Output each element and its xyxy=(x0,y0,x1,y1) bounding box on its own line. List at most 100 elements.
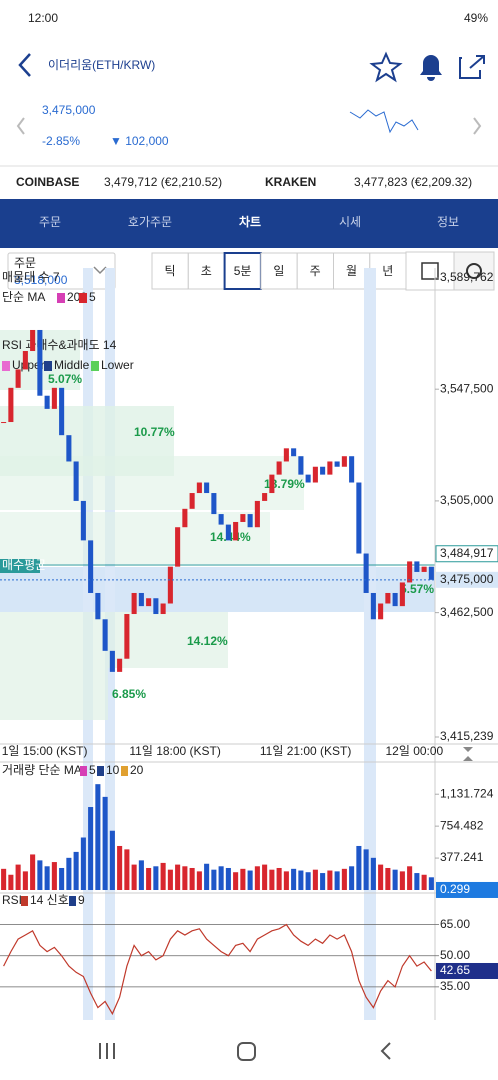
candle xyxy=(44,395,50,409)
interval-button[interactable] xyxy=(296,252,335,290)
volume-bar xyxy=(428,877,434,890)
volume-bar xyxy=(247,870,253,890)
volume-bar xyxy=(146,867,152,890)
interval-button[interactable] xyxy=(223,252,262,290)
value-box xyxy=(436,962,498,979)
legend-item: Lower xyxy=(101,358,134,372)
candle xyxy=(218,514,224,525)
volume-bar xyxy=(95,784,101,890)
volume-bar xyxy=(131,864,137,890)
volume-bar xyxy=(160,862,166,890)
value-label: 3,475,000 xyxy=(440,572,494,586)
candle xyxy=(146,598,152,607)
candle xyxy=(370,592,376,620)
candle xyxy=(363,553,369,593)
volume-bar xyxy=(421,874,427,890)
y-tick-label: 3,547,500 xyxy=(440,381,494,395)
rsi-title: RSI xyxy=(2,893,22,907)
legend-item: 14 신호 xyxy=(30,893,69,907)
interval-button[interactable] xyxy=(260,252,298,290)
candle xyxy=(15,369,21,388)
change-abs: ▼ 102,000 xyxy=(110,134,169,148)
candle xyxy=(117,658,123,672)
interval-label: 초 xyxy=(201,264,212,278)
value-box xyxy=(435,545,498,563)
candle xyxy=(378,603,384,620)
share-button[interactable] xyxy=(459,55,485,79)
value-box xyxy=(436,881,498,898)
tab-bar xyxy=(0,199,498,248)
status-time: 12:00 xyxy=(28,11,58,25)
volume-bar xyxy=(225,867,231,890)
volume-bar xyxy=(363,849,369,890)
indicator-label: RSI 과매수&과매도 14 xyxy=(2,338,117,352)
interval-label: 틱 xyxy=(164,264,175,278)
volume-bar xyxy=(66,857,72,890)
current-price: 3,475,000 xyxy=(42,103,96,117)
volume-bar xyxy=(44,866,50,890)
interval-button[interactable] xyxy=(151,252,189,290)
candle xyxy=(349,456,355,483)
candle xyxy=(414,561,420,572)
volume-bar xyxy=(312,869,318,890)
volume-bar xyxy=(80,837,86,890)
volume-bar xyxy=(407,866,413,890)
volume-bar xyxy=(124,849,130,890)
tab[interactable]: 정보 xyxy=(437,215,459,229)
settings-button[interactable] xyxy=(453,251,495,291)
candle xyxy=(88,540,94,593)
legend-item: 5 xyxy=(89,763,96,777)
volume-bar xyxy=(59,867,65,890)
candle xyxy=(131,592,137,615)
tab[interactable]: 차트 xyxy=(239,214,261,229)
alert-button[interactable] xyxy=(420,55,442,81)
background xyxy=(0,268,498,1020)
tab[interactable]: 시세 xyxy=(339,215,361,229)
volume-bar xyxy=(30,854,36,890)
candle xyxy=(160,603,166,615)
candle xyxy=(153,598,159,615)
volume-bar xyxy=(1,868,7,890)
candle xyxy=(407,561,413,583)
candle xyxy=(233,521,239,541)
order-price: 3,518,000 xyxy=(14,273,68,287)
volume-bar xyxy=(175,864,181,890)
volume-bar xyxy=(254,866,260,890)
interval-label: 주 xyxy=(310,264,321,278)
next-arrow[interactable] xyxy=(473,117,482,135)
annotation: 10.77% xyxy=(134,425,175,439)
volume-bar xyxy=(327,870,333,890)
candle xyxy=(8,387,14,423)
volume-bar xyxy=(15,864,21,890)
candle xyxy=(66,435,72,462)
volume-bar xyxy=(211,869,217,890)
prev-arrow[interactable] xyxy=(16,117,25,135)
candle xyxy=(428,566,434,580)
volume-bar xyxy=(291,868,297,890)
candle xyxy=(175,527,181,567)
volume-bar xyxy=(356,845,362,890)
back-button[interactable] xyxy=(18,53,31,77)
candle xyxy=(305,474,311,483)
candle xyxy=(73,461,79,501)
candle xyxy=(182,508,188,528)
candle xyxy=(269,474,275,494)
candle xyxy=(37,329,43,396)
legend-item: 9 xyxy=(78,893,85,907)
tab[interactable]: 호가주문 xyxy=(128,215,172,229)
candle xyxy=(196,482,202,494)
candle xyxy=(124,614,130,659)
candle xyxy=(399,582,405,607)
volume-bar xyxy=(22,871,28,890)
y-tick-label: 35.00 xyxy=(440,979,470,993)
annotation: 5.57% xyxy=(400,582,434,596)
page-title[interactable]: 이더리움(ETH/KRW) xyxy=(48,58,155,72)
y-tick-label: 377.241 xyxy=(440,850,484,864)
value-label: 3,484,917 xyxy=(440,546,494,560)
volume-bar xyxy=(109,830,115,890)
legend-item: 10 xyxy=(106,763,120,777)
favorite-button[interactable] xyxy=(369,51,403,83)
box-button[interactable] xyxy=(405,251,455,291)
tab[interactable]: 주문 xyxy=(39,215,61,229)
interval-button[interactable] xyxy=(333,252,371,290)
